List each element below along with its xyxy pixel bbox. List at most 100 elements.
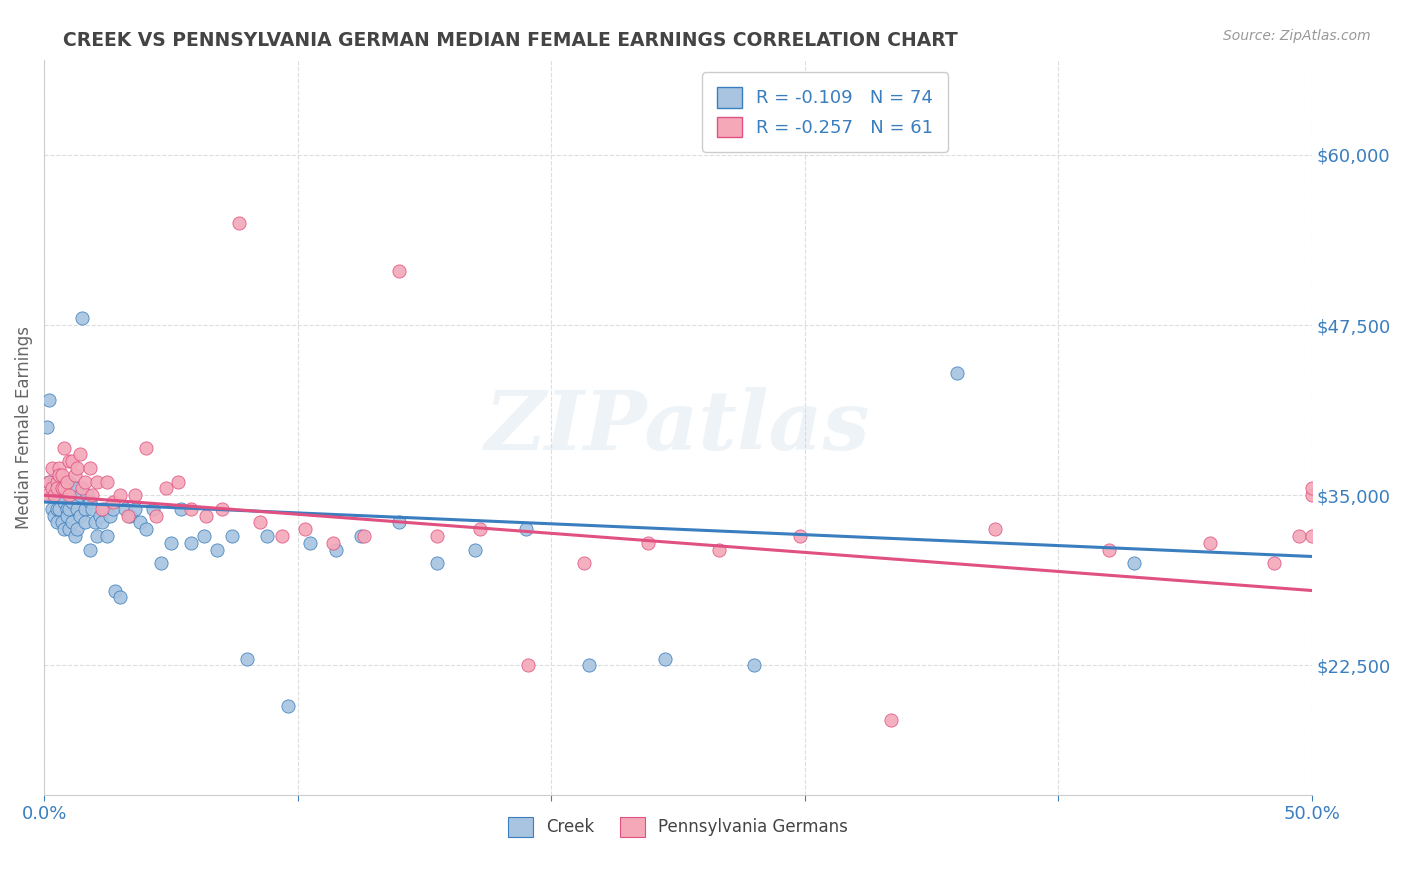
Point <box>228 216 250 230</box>
Point <box>51 516 73 530</box>
Point <box>35 420 58 434</box>
Point <box>82 501 104 516</box>
Point <box>60 516 83 530</box>
Point <box>73 516 96 530</box>
Point <box>70 311 93 326</box>
Point <box>53 495 76 509</box>
Point <box>572 556 595 570</box>
Point <box>1301 488 1323 502</box>
Point <box>101 501 124 516</box>
Point <box>1199 536 1222 550</box>
Text: ZIPatlas: ZIPatlas <box>485 387 870 467</box>
Point <box>48 501 70 516</box>
Point <box>53 441 76 455</box>
Point <box>1301 482 1323 496</box>
Point <box>53 522 76 536</box>
Point <box>91 501 114 516</box>
Point <box>1263 556 1285 570</box>
Point <box>45 482 67 496</box>
Point <box>249 516 271 530</box>
Point <box>35 488 58 502</box>
Point <box>38 392 60 407</box>
Point <box>117 508 139 523</box>
Point <box>45 482 67 496</box>
Point <box>56 475 79 489</box>
Point <box>654 651 676 665</box>
Point <box>325 542 347 557</box>
Point <box>271 529 294 543</box>
Point <box>60 495 83 509</box>
Point <box>45 516 67 530</box>
Point <box>180 536 202 550</box>
Point <box>79 542 101 557</box>
Point <box>69 447 91 461</box>
Point <box>388 263 411 277</box>
Point <box>195 508 218 523</box>
Text: Source: ZipAtlas.com: Source: ZipAtlas.com <box>1223 29 1371 43</box>
Point <box>53 482 76 496</box>
Point <box>58 522 80 536</box>
Point <box>73 475 96 489</box>
Point <box>73 501 96 516</box>
Point <box>1123 556 1146 570</box>
Y-axis label: Median Female Earnings: Median Female Earnings <box>15 326 32 529</box>
Point <box>63 529 86 543</box>
Point <box>79 461 101 475</box>
Point <box>66 461 89 475</box>
Point <box>426 529 449 543</box>
Point <box>120 508 142 523</box>
Point <box>56 501 79 516</box>
Point <box>170 501 193 516</box>
Point <box>91 516 114 530</box>
Point <box>66 522 89 536</box>
Text: CREEK VS PENNSYLVANIA GERMAN MEDIAN FEMALE EARNINGS CORRELATION CHART: CREEK VS PENNSYLVANIA GERMAN MEDIAN FEMA… <box>63 31 957 50</box>
Point <box>155 482 177 496</box>
Point <box>426 556 449 570</box>
Point <box>707 542 730 557</box>
Point <box>205 542 228 557</box>
Point <box>1288 529 1310 543</box>
Point <box>129 516 152 530</box>
Point <box>41 488 63 502</box>
Point <box>44 488 66 502</box>
Point <box>86 529 108 543</box>
Point <box>51 482 73 496</box>
Point <box>353 529 375 543</box>
Point <box>98 508 121 523</box>
Point <box>45 475 67 489</box>
Point <box>108 591 131 605</box>
Point <box>256 529 278 543</box>
Point <box>76 488 98 502</box>
Point <box>880 713 903 727</box>
Point <box>160 536 183 550</box>
Point <box>101 495 124 509</box>
Point <box>142 501 165 516</box>
Point <box>221 529 243 543</box>
Point <box>322 536 344 550</box>
Point <box>517 658 540 673</box>
Point <box>135 522 157 536</box>
Point <box>276 699 298 714</box>
Point <box>96 529 118 543</box>
Point <box>48 467 70 482</box>
Point <box>211 501 233 516</box>
Point <box>70 482 93 496</box>
Point <box>66 501 89 516</box>
Point <box>515 522 537 536</box>
Point <box>789 529 811 543</box>
Point <box>79 495 101 509</box>
Point <box>124 501 146 516</box>
Point <box>294 522 316 536</box>
Point <box>63 467 86 482</box>
Point <box>51 467 73 482</box>
Point <box>48 461 70 475</box>
Point <box>86 475 108 489</box>
Point <box>1301 529 1323 543</box>
Point <box>89 508 111 523</box>
Point <box>44 475 66 489</box>
Point <box>108 488 131 502</box>
Point <box>167 475 190 489</box>
Point <box>578 658 600 673</box>
Point <box>124 488 146 502</box>
Point <box>58 488 80 502</box>
